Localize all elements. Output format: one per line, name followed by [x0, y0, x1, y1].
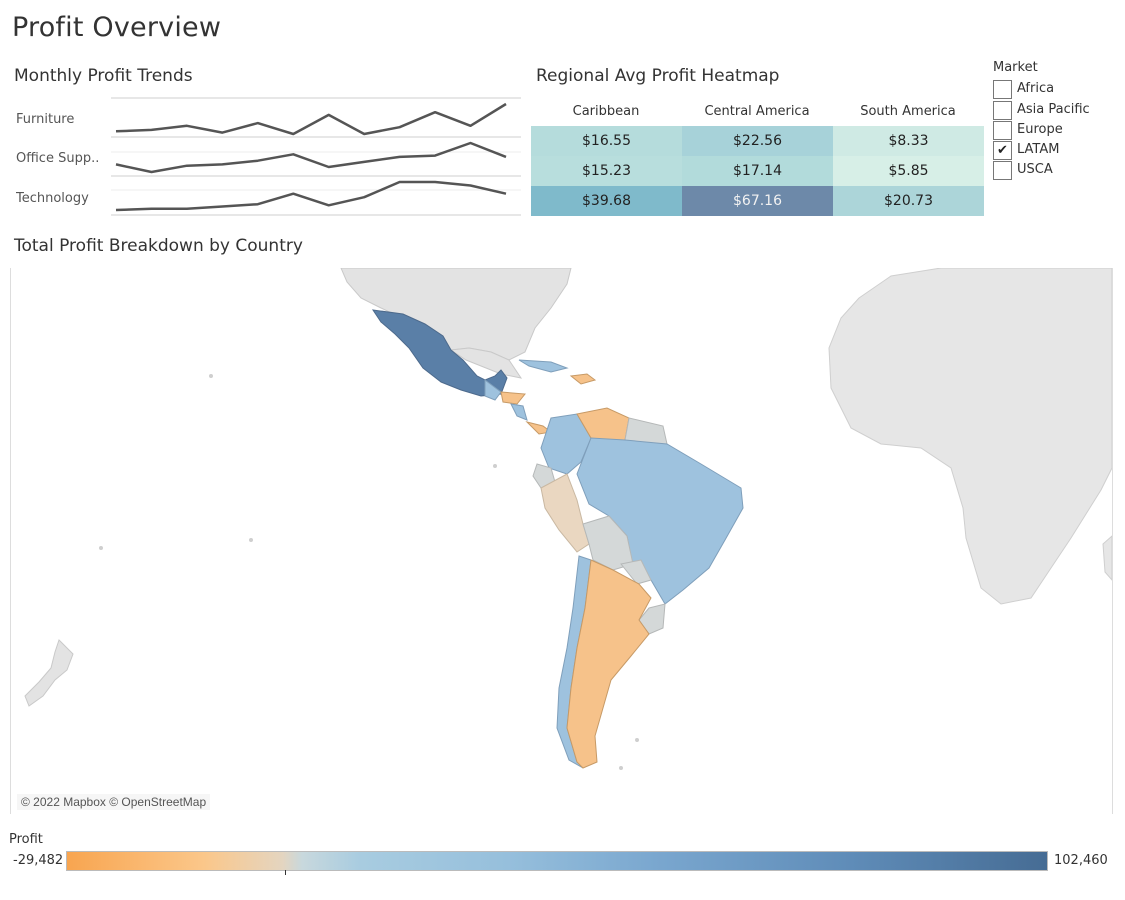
- heatmap-cell[interactable]: $20.73: [833, 186, 984, 216]
- profit-legend-title: Profit: [9, 832, 43, 847]
- market-option-asia-pacific[interactable]: Asia Pacific: [993, 101, 1113, 121]
- land-africa: [828, 268, 1112, 605]
- country-guatemala: [484, 379, 502, 401]
- trend-line-office-supplies[interactable]: [115, 141, 507, 174]
- checkbox-icon[interactable]: [993, 101, 1012, 120]
- heatmap-cell[interactable]: $8.33: [833, 126, 984, 156]
- heatmap-grid: $16.55 $22.56 $8.33 $15.23 $17.14 $5.85 …: [531, 126, 984, 216]
- country-dominican-republic: [569, 373, 597, 385]
- profit-map[interactable]: © 2022 Mapbox © OpenStreetMap: [10, 268, 1113, 814]
- heatmap-col-central-america: Central America: [704, 104, 810, 119]
- island-speck: [209, 374, 213, 378]
- market-option-usca[interactable]: USCA: [993, 161, 1113, 181]
- map-canvas[interactable]: [11, 268, 1112, 814]
- profit-legend-min: -29,482: [13, 853, 64, 868]
- land-new-zealand: [24, 639, 74, 707]
- country-cuba: [518, 359, 569, 373]
- market-option-label: LATAM: [1017, 142, 1060, 157]
- trends-title: Monthly Profit Trends: [14, 66, 193, 86]
- checkbox-icon[interactable]: ✔: [993, 141, 1012, 160]
- heatmap-col-south-america: South America: [860, 104, 956, 119]
- market-option-latam[interactable]: ✔ LATAM: [993, 141, 1113, 161]
- island-speck: [249, 538, 253, 542]
- country-uruguay: [638, 603, 666, 635]
- profit-scale-zero-tick: [285, 870, 286, 875]
- heatmap-cell[interactable]: $15.23: [531, 156, 682, 186]
- trend-label-office-supplies: Office Supp..: [16, 151, 100, 166]
- trend-label-furniture: Furniture: [16, 112, 75, 127]
- island-speck: [619, 766, 623, 770]
- profit-legend-max: 102,460: [1054, 853, 1108, 868]
- country-paraguay: [620, 559, 652, 585]
- country-nicaragua: [510, 403, 528, 421]
- land-gulf-coast: [449, 347, 523, 379]
- profit-color-scale: [66, 851, 1048, 871]
- heatmap-cell[interactable]: $16.55: [531, 126, 682, 156]
- country-argentina: [566, 559, 652, 769]
- checkbox-icon[interactable]: [993, 121, 1012, 140]
- trend-label-technology: Technology: [16, 191, 89, 206]
- heatmap-cell[interactable]: $17.14: [682, 156, 833, 186]
- country-mexico: [371, 309, 508, 397]
- island-speck: [635, 738, 639, 742]
- heatmap-col-caribbean: Caribbean: [572, 104, 640, 119]
- heatmap-row: $15.23 $17.14 $5.85: [531, 156, 984, 186]
- island-speck: [493, 464, 497, 468]
- trends-chart[interactable]: [10, 92, 522, 218]
- market-option-africa[interactable]: Africa: [993, 80, 1113, 100]
- trend-line-technology[interactable]: [115, 180, 507, 212]
- map-attribution[interactable]: © 2022 Mapbox © OpenStreetMap: [17, 794, 211, 810]
- market-option-label: Europe: [1017, 122, 1063, 137]
- country-honduras: [500, 391, 526, 405]
- market-option-label: Asia Pacific: [1017, 102, 1090, 117]
- market-option-europe[interactable]: Europe: [993, 121, 1113, 141]
- page-title: Profit Overview: [12, 12, 222, 43]
- heatmap-cell[interactable]: $22.56: [682, 126, 833, 156]
- heatmap-title: Regional Avg Profit Heatmap: [536, 66, 780, 86]
- heatmap-row: $39.68 $67.16 $20.73: [531, 186, 984, 216]
- market-filter-title: Market: [993, 60, 1038, 75]
- heatmap-row: $16.55 $22.56 $8.33: [531, 126, 984, 156]
- checkbox-icon[interactable]: [993, 161, 1012, 180]
- market-option-label: Africa: [1017, 81, 1055, 96]
- checkbox-icon[interactable]: [993, 80, 1012, 99]
- heatmap-cell[interactable]: $67.16: [682, 186, 833, 216]
- market-option-label: USCA: [1017, 162, 1053, 177]
- island-speck: [99, 546, 103, 550]
- heatmap-cell[interactable]: $39.68: [531, 186, 682, 216]
- trend-line-furniture[interactable]: [115, 102, 507, 136]
- heatmap-cell[interactable]: $5.85: [833, 156, 984, 186]
- land-madagascar: [1102, 535, 1112, 581]
- map-title: Total Profit Breakdown by Country: [14, 236, 303, 256]
